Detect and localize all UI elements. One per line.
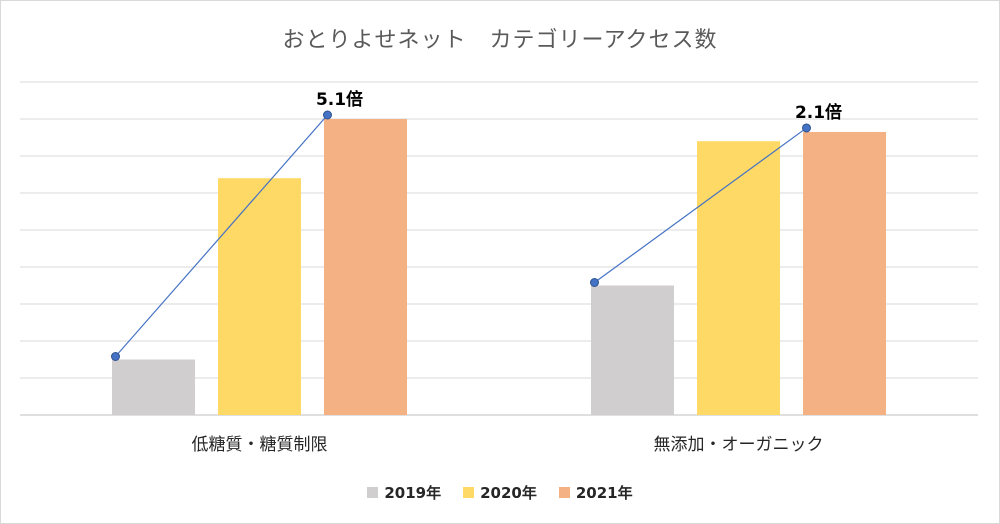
legend-label: 2020年	[480, 484, 537, 502]
bar	[112, 359, 195, 415]
trend-marker	[111, 352, 120, 361]
category-label: 無添加・オーガニック	[654, 435, 824, 455]
chart-title: おとりよせネット カテゴリーアクセス数	[282, 28, 718, 53]
chart-legend: 2019年 2020年 2021年	[0, 482, 1000, 503]
bar	[324, 119, 407, 415]
trend-marker	[590, 278, 599, 287]
trend-marker	[323, 110, 332, 120]
legend-swatch	[463, 487, 475, 498]
legend-label: 2021年	[575, 484, 633, 502]
bar	[218, 178, 301, 415]
trend-line	[594, 127, 807, 283]
legend-swatch	[558, 487, 570, 498]
category-label: 低糖質・糖質制限	[192, 435, 328, 455]
trend-line	[115, 114, 328, 357]
legend-swatch	[367, 487, 379, 498]
legend-label: 2019年	[384, 484, 442, 502]
legend-item: 2021年	[558, 482, 633, 503]
multiplier-label: 2.1倍	[795, 102, 842, 123]
trend-marker	[802, 123, 811, 133]
legend-item: 2019年	[367, 482, 441, 503]
bar	[697, 141, 780, 415]
legend-item: 2020年	[463, 482, 537, 503]
bar	[591, 285, 674, 415]
multiplier-label: 5.1倍	[316, 89, 363, 110]
bar	[803, 131, 886, 415]
